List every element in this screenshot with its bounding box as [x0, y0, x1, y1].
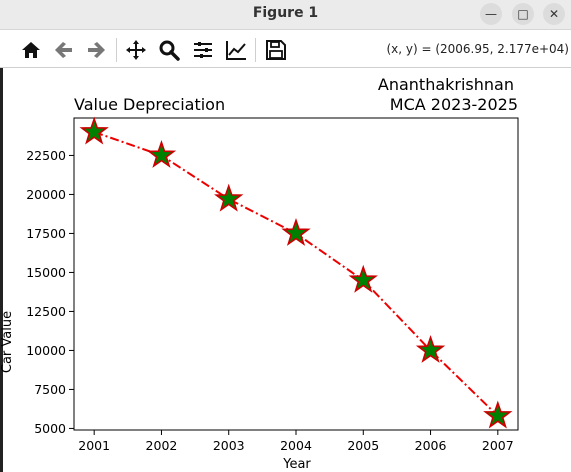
minimize-button[interactable]: —	[480, 3, 502, 25]
x-tick-label: 2005	[347, 438, 379, 453]
forward-arrow-icon[interactable]	[85, 39, 107, 61]
data-point-marker	[79, 116, 109, 145]
data-point-marker	[146, 140, 177, 168]
x-axis: 2001 2002 2003 2004 2005 2006 2007	[78, 430, 514, 453]
data-point-marker	[281, 218, 311, 246]
chart-author: Ananthakrishnan	[378, 75, 514, 94]
y-tick-label: 22500	[26, 148, 66, 163]
y-tick-label: 7500	[34, 382, 66, 397]
data-point-marker	[483, 400, 513, 429]
x-tick-label: 2001	[78, 438, 110, 453]
chart-canvas[interactable]: 5000 7500 10000 12500 15000 17500 20000 22500 2…	[0, 68, 571, 472]
y-tick-label: 20000	[26, 187, 66, 202]
close-button[interactable]: ✕	[543, 3, 565, 25]
x-axis-label: Year	[282, 457, 311, 472]
maximize-button[interactable]: □	[512, 3, 534, 25]
x-tick-label: 2007	[482, 438, 514, 453]
y-axis: 5000 7500 10000 12500 15000 17500 20000 22500	[26, 148, 74, 436]
toolbar-separator	[116, 38, 117, 62]
plot-frame	[73, 117, 519, 431]
series-line	[93, 131, 499, 417]
series-markers	[79, 116, 513, 429]
subplots-icon[interactable]	[192, 39, 214, 61]
x-tick-label: 2004	[280, 438, 312, 453]
window-titlebar: Figure 1 — □ ✕	[0, 0, 571, 30]
data-point-marker	[214, 183, 244, 212]
zoom-icon[interactable]	[158, 39, 180, 61]
y-tick-label: 5000	[34, 421, 66, 436]
window-edge	[0, 68, 3, 472]
window-title: Figure 1	[252, 5, 319, 21]
edit-axis-icon[interactable]	[225, 39, 247, 61]
save-icon[interactable]	[265, 39, 287, 61]
toolbar-separator	[255, 38, 256, 62]
navigation-toolbar: (x, y) = (2006.95, 2.177e+04)	[0, 30, 571, 68]
cursor-coordinates: (x, y) = (2006.95, 2.177e+04)	[386, 42, 569, 56]
x-tick-label: 2002	[146, 438, 178, 453]
y-tick-label: 17500	[26, 226, 66, 241]
home-icon[interactable]	[20, 39, 42, 61]
data-point-marker	[415, 335, 446, 363]
y-tick-label: 15000	[26, 265, 66, 280]
pan-icon[interactable]	[125, 39, 147, 61]
y-tick-label: 12500	[26, 304, 66, 319]
chart-course: MCA 2023-2025	[390, 95, 518, 114]
y-tick-label: 10000	[26, 343, 66, 358]
y-axis-label: Car Value	[0, 311, 15, 373]
data-point-marker	[348, 264, 378, 293]
chart-title: Value Depreciation	[74, 95, 225, 114]
back-arrow-icon[interactable]	[53, 39, 75, 61]
x-tick-label: 2003	[213, 438, 245, 453]
x-tick-label: 2006	[415, 438, 447, 453]
